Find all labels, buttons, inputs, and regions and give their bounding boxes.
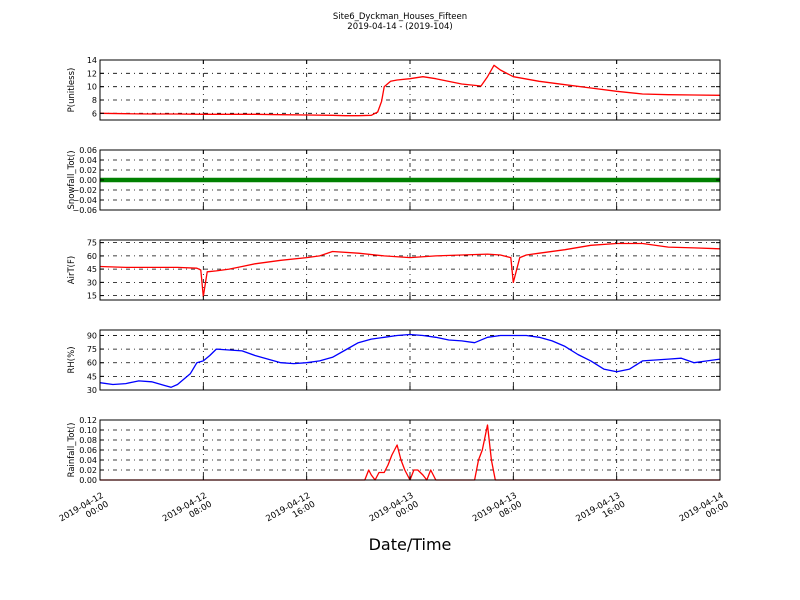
- subplot-airt-f: 15 30 45 60 75 AirT(F): [67, 239, 721, 301]
- subplot-p-unitless: 6 8 10 12 14 P(unitless): [67, 56, 721, 121]
- x-tick-label: 2019-04-1316:00: [574, 491, 627, 533]
- y-tick-label: 75: [87, 345, 97, 354]
- y-axis-label-airt-f: AirT(F): [67, 256, 77, 284]
- figure-title: Site6_Dyckman_Houses_Fifteen: [333, 12, 467, 22]
- subplots: 68101214P(unitless)−0.06−0.04−0.020.000.…: [67, 56, 721, 485]
- y-tick-label: 6: [92, 109, 97, 118]
- x-tick-label: 2019-04-1308:00: [471, 491, 524, 533]
- figure-subtitle: 2019-04-14 - (2019-104): [347, 22, 452, 32]
- y-tick-label: 0.00: [79, 476, 97, 485]
- y-tick-label: 8: [92, 96, 97, 105]
- y-tick-label: 90: [87, 331, 97, 340]
- x-tick-labels: 2019-04-1200:00 2019-04-1208:00 2019-04-12…: [58, 491, 731, 533]
- x-tick-label: 2019-04-1200:00: [58, 491, 111, 533]
- y-tick-label: 0.12: [79, 416, 97, 425]
- series-line-p-unitless: [99, 64, 721, 117]
- subplot-snowfall-tot: −0.06−0.04−0.020.000.020.040.06Snowfall_…: [67, 146, 721, 215]
- series-line-rh: [99, 333, 721, 388]
- y-tick-label: 0.00: [79, 176, 97, 185]
- y-tick-label: 45: [87, 372, 97, 381]
- y-tick-label: −0.02: [72, 186, 97, 195]
- subplot-rh: 30 45 60 75 90 RH(%): [67, 329, 721, 395]
- y-tick-label: 0.06: [79, 146, 97, 155]
- y-tick-label: 75: [87, 239, 97, 248]
- y-axis-label-snowfall-tot: Snowfall_Tot(): [67, 150, 77, 209]
- y-tick-label: 0.06: [79, 446, 97, 455]
- y-tick-label: 14: [87, 56, 97, 65]
- series-line-rainfall-tot: [100, 424, 720, 481]
- y-tick-label: 0.02: [79, 166, 97, 175]
- x-tick-label: 2019-04-1300:00: [368, 491, 421, 533]
- x-tick-label: 2019-04-1216:00: [264, 491, 317, 533]
- y-axis-label-rainfall-tot: Rainfall_Tot(): [67, 423, 77, 478]
- y-tick-label: 0.10: [79, 426, 97, 435]
- y-tick-label: 0.02: [79, 466, 97, 475]
- series-line-airt-f: [99, 242, 721, 298]
- y-tick-label: 10: [87, 83, 97, 92]
- y-tick-label: 12: [87, 69, 97, 78]
- y-tick-label: 0.04: [79, 156, 97, 165]
- y-tick-label: 60: [87, 252, 97, 261]
- y-tick-label: −0.04: [72, 196, 97, 205]
- y-tick-label: 60: [87, 359, 97, 368]
- x-axis-label: Date/Time: [369, 535, 452, 554]
- y-tick-label: −0.06: [72, 206, 97, 215]
- y-tick-label: 0.04: [79, 456, 97, 465]
- y-tick-label: 45: [87, 265, 97, 274]
- y-axis-label-p-unitless: P(unitless): [67, 68, 77, 113]
- x-tick-label: 2019-04-1208:00: [161, 491, 214, 533]
- y-tick-label: 0.08: [79, 436, 97, 445]
- y-tick-label: 15: [87, 292, 97, 301]
- subplot-rainfall-tot: 0.000.020.040.060.080.100.12Rainfall_Tot…: [67, 416, 721, 485]
- x-tick-label: 2019-04-1400:00: [678, 491, 731, 533]
- y-tick-label: 30: [87, 386, 97, 395]
- y-tick-label: 30: [87, 278, 97, 287]
- y-axis-label-rh: RH(%): [67, 346, 77, 373]
